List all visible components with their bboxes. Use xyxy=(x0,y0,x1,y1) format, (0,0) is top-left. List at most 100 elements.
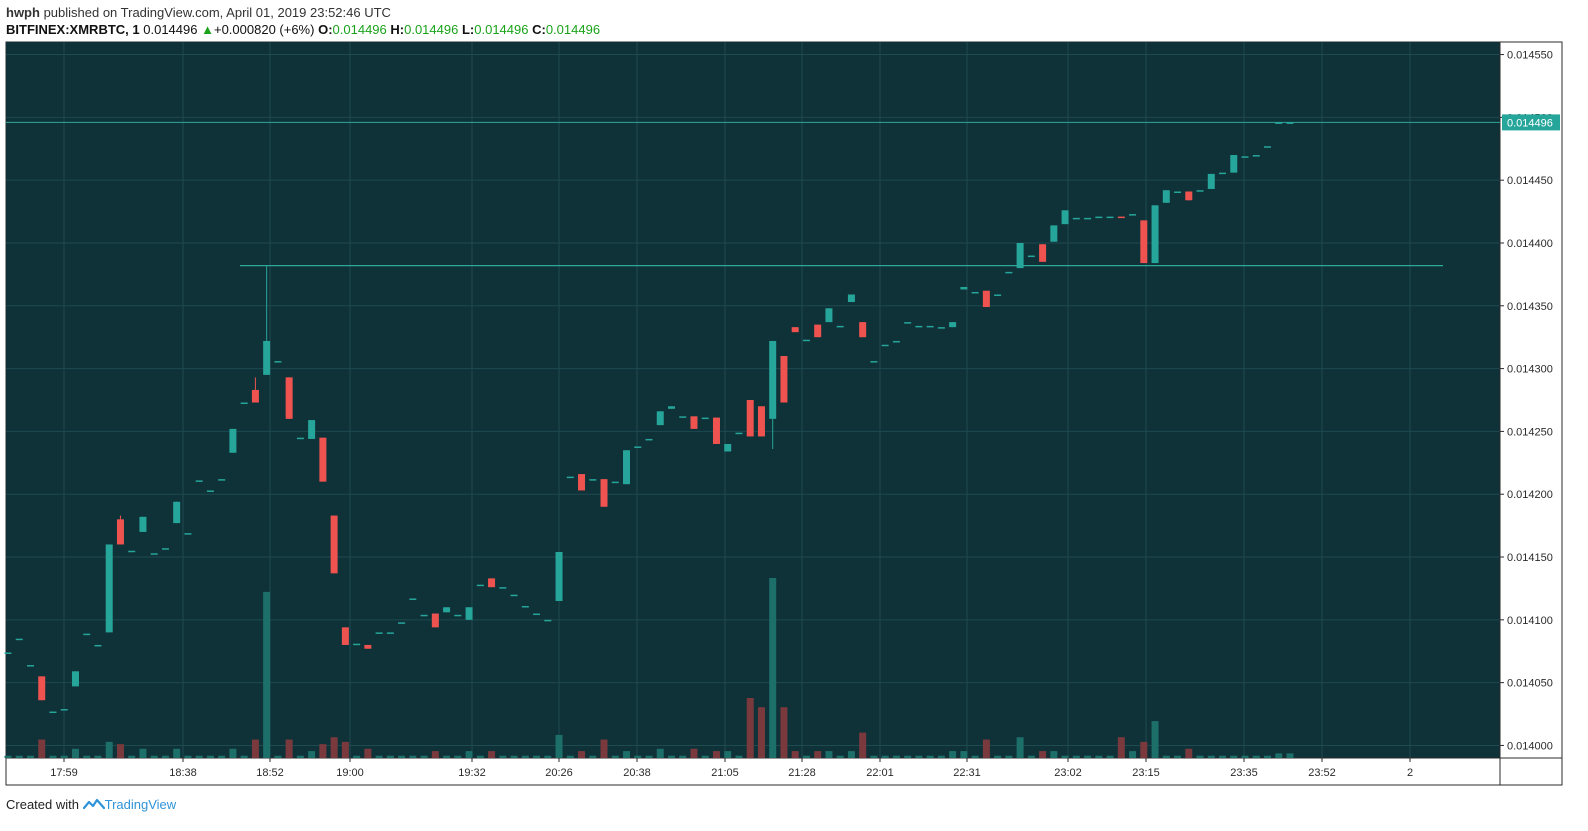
candle-body xyxy=(836,325,844,328)
volume-bar xyxy=(161,755,169,758)
candle-body xyxy=(994,294,1002,296)
tradingview-brand[interactable]: TradingView xyxy=(104,797,177,812)
last-price-label-bg xyxy=(1502,114,1560,131)
close-value: 0.014496 xyxy=(545,22,601,37)
candle-body xyxy=(780,356,788,403)
candle-body xyxy=(499,587,507,589)
author-name[interactable]: hwph xyxy=(6,5,40,20)
candle-body xyxy=(1129,214,1137,216)
candle-body xyxy=(926,325,934,328)
volume-bar xyxy=(15,755,23,758)
volume-bar xyxy=(802,755,810,758)
candle-body xyxy=(1219,172,1227,175)
candle-body xyxy=(1016,242,1024,269)
candle-body xyxy=(4,652,12,654)
candle-body xyxy=(982,290,990,308)
candle-body xyxy=(870,361,878,363)
volume-bar xyxy=(1117,737,1125,758)
candle-body xyxy=(375,632,383,634)
candle-body xyxy=(791,327,799,333)
candle-body xyxy=(1230,155,1238,173)
x-tick-label: 21:28 xyxy=(788,767,816,779)
y-tick-label: 0.014300 xyxy=(1507,364,1553,376)
volume-bar xyxy=(735,755,743,758)
change-up-icon: ▲ xyxy=(201,22,214,37)
x-tick-label: 23:35 xyxy=(1230,767,1258,779)
volume-bar xyxy=(105,741,113,758)
candle-body xyxy=(1151,205,1159,264)
volume-bar xyxy=(375,755,383,758)
volume-bar xyxy=(1061,755,1069,758)
candle-body xyxy=(623,450,631,485)
volume-bar xyxy=(555,734,563,758)
candle-body xyxy=(296,437,304,440)
volume-bar xyxy=(364,748,372,758)
candle-body xyxy=(521,606,529,608)
volume-bar xyxy=(431,751,439,758)
volume-bar xyxy=(1162,755,1170,758)
y-tick-label: 0.014050 xyxy=(1507,678,1553,690)
y-tick-label: 0.014450 xyxy=(1507,175,1553,187)
candle-body xyxy=(386,632,394,634)
candle-body xyxy=(116,519,124,545)
volume-bar xyxy=(139,748,147,758)
candle-body xyxy=(353,643,361,646)
x-tick-label: 20:26 xyxy=(545,767,573,779)
volume-bar xyxy=(915,755,923,758)
volume-bar xyxy=(150,755,158,758)
candle-body xyxy=(285,377,293,419)
x-tick-label: 22:01 xyxy=(866,767,894,779)
candle-body xyxy=(825,308,833,323)
candle-body xyxy=(656,411,664,426)
candle-body xyxy=(881,344,889,347)
candle-body xyxy=(757,406,765,437)
candle-body xyxy=(218,479,226,481)
volume-bar xyxy=(847,751,855,758)
candle-body xyxy=(1162,190,1170,203)
volume-bar xyxy=(780,707,788,758)
volume-bar xyxy=(83,755,91,758)
candle-body xyxy=(510,594,518,597)
y-tick-label: 0.014350 xyxy=(1507,301,1553,313)
volume-bar xyxy=(218,755,226,758)
volume-bar xyxy=(60,755,68,758)
volume-bar xyxy=(937,755,945,758)
x-tick-label: 21:05 xyxy=(711,767,739,779)
candle-body xyxy=(1185,191,1193,201)
candle-body xyxy=(1275,122,1283,124)
volume-bar xyxy=(623,751,631,758)
candle-body xyxy=(15,638,23,641)
volume-bar xyxy=(791,751,799,758)
y-tick-label: 0.014550 xyxy=(1507,50,1553,62)
open-label: O: xyxy=(318,22,333,37)
candle-body xyxy=(960,286,968,290)
candle-body xyxy=(139,516,147,532)
volume-bar xyxy=(1275,753,1283,758)
volume-bar xyxy=(544,755,552,758)
footer: Created with TradingView xyxy=(6,797,176,812)
candle-body xyxy=(859,322,867,338)
volume-bar xyxy=(769,578,777,758)
candle-body xyxy=(173,501,181,524)
candle-body xyxy=(667,406,675,409)
symbol: BITFINEX:XMRBTC, 1 xyxy=(6,22,140,37)
candle-body xyxy=(1050,225,1058,242)
candle-body xyxy=(454,614,462,617)
candle-body xyxy=(578,474,586,491)
volume-bar xyxy=(746,698,754,758)
volume-bar xyxy=(94,755,102,758)
volume-bar xyxy=(1196,755,1204,758)
volume-bar xyxy=(206,755,214,758)
candle-body xyxy=(1072,217,1080,220)
candle-body xyxy=(724,443,732,452)
candle-body xyxy=(229,428,237,453)
change-value: +0.000820 (+6%) xyxy=(213,22,315,37)
candle-body xyxy=(38,676,46,701)
volume-bar xyxy=(533,755,541,758)
candle-body xyxy=(1264,146,1272,148)
last-price: 0.014496 xyxy=(143,22,198,37)
candle-body xyxy=(341,627,349,645)
candle-body xyxy=(420,614,428,617)
candle-body xyxy=(71,671,79,687)
